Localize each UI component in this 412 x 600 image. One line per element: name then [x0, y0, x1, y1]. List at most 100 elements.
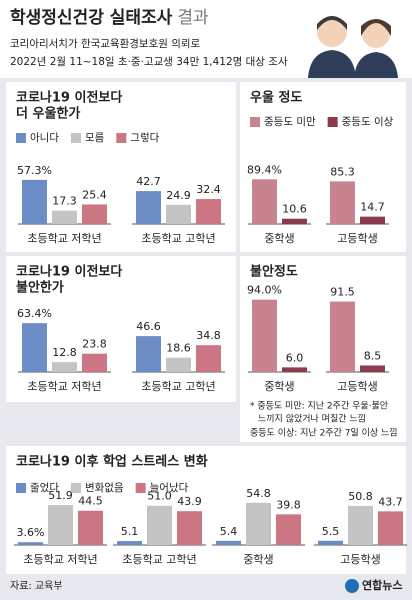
hair — [361, 19, 391, 36]
value-label: 18.6 — [166, 342, 191, 355]
bar — [82, 204, 107, 224]
bar — [330, 181, 355, 224]
bar — [276, 514, 301, 545]
source: 자료: 교육부 — [10, 580, 63, 592]
chart-title: 코로나19 이후 학업 스트레스 변화 — [16, 454, 208, 470]
legend-swatch — [116, 133, 127, 143]
value-label: 17.3 — [52, 195, 77, 208]
legend-label: 줄었다 — [30, 482, 59, 494]
chart-title: 불안정도 — [250, 264, 298, 280]
bar — [22, 323, 47, 372]
bar — [52, 362, 77, 372]
bar — [166, 357, 191, 372]
bar — [360, 365, 385, 372]
value-label: 94.0% — [247, 284, 282, 297]
bar — [282, 218, 307, 224]
bar — [147, 505, 172, 545]
value-label: 10.6 — [282, 203, 307, 216]
category-label: 고등학생 — [337, 232, 377, 245]
category-label: 중학생 — [264, 232, 294, 245]
legend-swatch — [250, 117, 260, 127]
category-label: 초등학교 고학년 — [141, 380, 215, 393]
bar — [82, 353, 107, 372]
bar — [177, 511, 202, 545]
value-label: 51.9 — [48, 489, 73, 502]
bar — [117, 541, 142, 545]
value-label: 5.1 — [121, 525, 139, 538]
bar — [348, 505, 373, 545]
hair — [317, 16, 347, 30]
logo-mark — [345, 579, 359, 593]
chart-title: 불안한가 — [16, 280, 64, 296]
value-label: 44.5 — [78, 495, 103, 508]
value-label: 6.0 — [286, 351, 304, 364]
value-label: 34.8 — [196, 329, 221, 342]
legend-swatch — [16, 483, 26, 493]
value-label: 14.7 — [360, 201, 385, 214]
bar — [252, 299, 277, 372]
legend-swatch — [70, 483, 81, 493]
value-label: 57.3% — [17, 164, 52, 177]
legend-swatch — [16, 133, 26, 143]
bar — [318, 540, 343, 545]
value-label: 8.5 — [364, 349, 382, 362]
body — [308, 50, 356, 78]
legend-label: 중등도 미만 — [264, 116, 316, 128]
bar — [196, 199, 221, 224]
illustration — [308, 16, 398, 78]
category-label: 고등학생 — [340, 553, 380, 566]
bar — [136, 336, 161, 372]
value-label: 42.7 — [136, 175, 161, 188]
category-label: 중학생 — [243, 553, 273, 566]
legend-label: 그렇다 — [130, 131, 159, 144]
legend-swatch — [70, 133, 81, 143]
bar — [378, 511, 403, 545]
value-label: 63.4% — [17, 307, 52, 320]
value-label: 43.9 — [177, 495, 202, 508]
bar — [22, 179, 47, 224]
legend-label: 늘어났다 — [150, 482, 189, 494]
legend-swatch — [135, 483, 146, 493]
note: * 중등도 미만: 지난 2주간 우울·불안 — [250, 401, 388, 412]
bar — [360, 216, 385, 224]
bar — [166, 204, 191, 224]
category-label: 초등학교 저학년 — [23, 553, 97, 566]
chart-title: 더 우울한가 — [16, 106, 80, 122]
legend-label: 아니다 — [30, 132, 59, 144]
value-label: 25.4 — [82, 188, 107, 201]
bar — [246, 502, 271, 545]
category-label: 초등학교 저학년 — [27, 380, 101, 393]
value-label: 85.3 — [330, 165, 355, 178]
subtitle: 코리아리서치가 한국교육환경보호원 의뢰로 — [10, 37, 201, 50]
bar — [282, 367, 307, 372]
subtitle: 2022년 2월 11~18일 초·중·고교생 34만 1,412명 대상 조사 — [10, 55, 288, 68]
value-label: 50.8 — [348, 490, 373, 503]
bar — [48, 505, 73, 545]
bar — [52, 210, 77, 224]
logo: 연합뉴스 — [362, 578, 402, 592]
face — [317, 17, 347, 47]
value-label: 5.4 — [220, 525, 238, 538]
bar — [216, 540, 241, 545]
legend-label: 변화없음 — [85, 481, 124, 494]
value-label: 24.9 — [166, 189, 191, 202]
value-label: 23.8 — [82, 338, 107, 351]
chart-title: 코로나19 이전보다 — [16, 90, 122, 106]
value-label: 89.4% — [247, 163, 282, 176]
note: 중등도 이상: 지난 2주간 7일 이상 느낌 — [250, 427, 398, 439]
bar — [78, 510, 103, 545]
legend-swatch — [327, 117, 338, 127]
value-label: 5.5 — [322, 525, 340, 538]
body — [354, 52, 398, 78]
title: 학생정신건강 실태조사 결과 — [10, 8, 209, 28]
bar — [252, 179, 277, 224]
category-label: 초등학교 고학년 — [122, 553, 196, 566]
legend-label: 모름 — [85, 132, 105, 144]
value-label: 91.5 — [330, 286, 355, 299]
bar — [136, 191, 161, 224]
chart-title: 코로나19 이전보다 — [16, 264, 122, 280]
value-label: 54.8 — [246, 487, 271, 500]
category-label: 초등학교 저학년 — [27, 232, 101, 245]
value-label: 43.7 — [378, 495, 403, 508]
